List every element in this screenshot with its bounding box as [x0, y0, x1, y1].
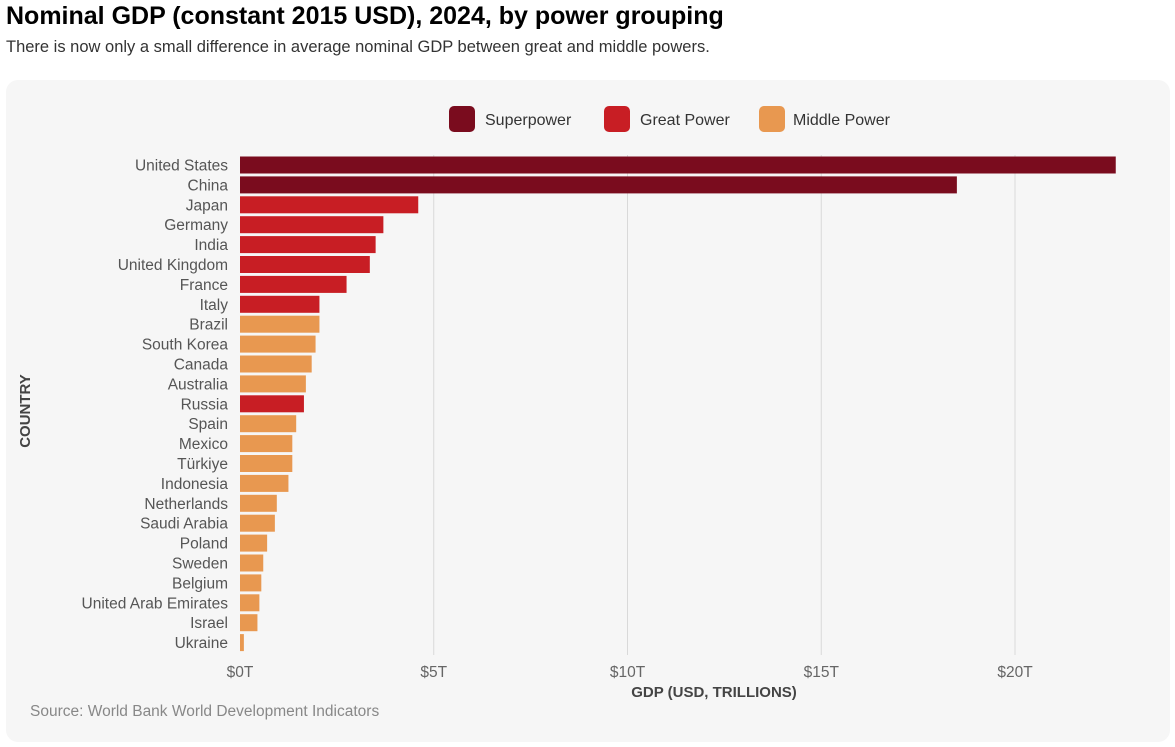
category-label-sweden: Sweden — [172, 556, 228, 573]
legend: Superpower Great Power Middle Power — [449, 106, 891, 132]
category-label-belgium: Belgium — [172, 575, 228, 592]
category-label-brazil: Brazil — [189, 317, 228, 334]
category-label-russia: Russia — [181, 396, 229, 413]
category-label-south-korea: South Korea — [142, 337, 229, 354]
x-axis-title: GDP (USD, TRILLIONS) — [631, 684, 797, 701]
x-tick-labels: $0T $5T $10T $15T $20T — [227, 664, 1034, 681]
category-label-indonesia: Indonesia — [161, 476, 229, 493]
x-tick-label-10: $10T — [610, 664, 646, 681]
bar-spain — [240, 415, 297, 433]
legend-label-middle-power: Middle Power — [793, 112, 891, 129]
category-label-united-kingdom: United Kingdom — [118, 257, 228, 274]
category-label-ukraine: Ukraine — [175, 635, 228, 652]
bar-italy — [240, 295, 320, 313]
y-axis-title: COUNTRY — [17, 374, 34, 448]
bar-australia — [240, 375, 306, 393]
legend-swatch-superpower — [449, 106, 475, 132]
bar-chart: Superpower Great Power Middle Power United… — [17, 106, 1116, 701]
category-label-canada: Canada — [174, 357, 229, 374]
bar-china — [240, 176, 957, 194]
legend-swatch-great-power — [604, 106, 630, 132]
bar-germany — [240, 216, 384, 234]
legend-swatch-middle-power — [759, 106, 785, 132]
bar-canada — [240, 355, 312, 373]
x-tick-label-0: $0T — [227, 664, 254, 681]
legend-label-superpower: Superpower — [485, 112, 572, 129]
bar-united-arab-emirates — [240, 594, 260, 612]
bar-south-korea — [240, 335, 316, 353]
category-label-spain: Spain — [188, 416, 228, 433]
x-tick-label-20: $20T — [997, 664, 1033, 681]
category-label-mexico: Mexico — [179, 436, 228, 453]
bar-poland — [240, 534, 268, 552]
bar-israel — [240, 614, 258, 632]
category-label-australia: Australia — [168, 376, 229, 393]
bar-netherlands — [240, 494, 277, 512]
category-label-india: India — [194, 237, 228, 254]
bar-mexico — [240, 435, 293, 453]
category-label-poland: Poland — [180, 536, 228, 553]
category-label-united-states: United States — [135, 158, 228, 175]
category-label-israel: Israel — [190, 615, 228, 632]
category-label-netherlands: Netherlands — [144, 496, 228, 513]
bar-indonesia — [240, 474, 289, 492]
category-label-germany: Germany — [164, 217, 228, 234]
category-label-italy: Italy — [200, 297, 229, 314]
bar-ukraine — [240, 634, 244, 652]
category-label-tu-rkiye: Türkiye — [177, 456, 228, 473]
bar-tu-rkiye — [240, 455, 293, 472]
bar-india — [240, 236, 376, 254]
legend-label-great-power: Great Power — [640, 112, 730, 129]
chart-panel: Superpower Great Power Middle Power United… — [6, 80, 1170, 742]
x-tick-label-15: $15T — [804, 664, 840, 681]
bars — [240, 156, 1116, 652]
category-label-japan: Japan — [186, 197, 228, 214]
category-label-united-arab-emirates: United Arab Emirates — [82, 595, 229, 612]
bar-russia — [240, 395, 304, 413]
x-tick-label-5: $5T — [420, 664, 447, 681]
chart-subtitle: There is now only a small difference in … — [6, 38, 710, 56]
bar-united-kingdom — [240, 256, 370, 273]
bar-japan — [240, 196, 419, 214]
bar-france — [240, 275, 347, 293]
category-label-france: France — [180, 277, 228, 294]
chart-title: Nominal GDP (constant 2015 USD), 2024, b… — [6, 2, 724, 30]
bar-united-states — [240, 156, 1116, 174]
gridlines — [433, 155, 1016, 655]
bar-sweden — [240, 554, 264, 572]
source-note: Source: World Bank World Development Ind… — [30, 703, 380, 720]
category-label-saudi-arabia: Saudi Arabia — [140, 516, 228, 533]
bar-saudi-arabia — [240, 514, 275, 532]
bar-belgium — [240, 574, 262, 592]
category-labels: United States China Japan Germany India Unite… — [82, 158, 229, 653]
bar-brazil — [240, 315, 320, 333]
category-label-china: China — [188, 177, 229, 194]
